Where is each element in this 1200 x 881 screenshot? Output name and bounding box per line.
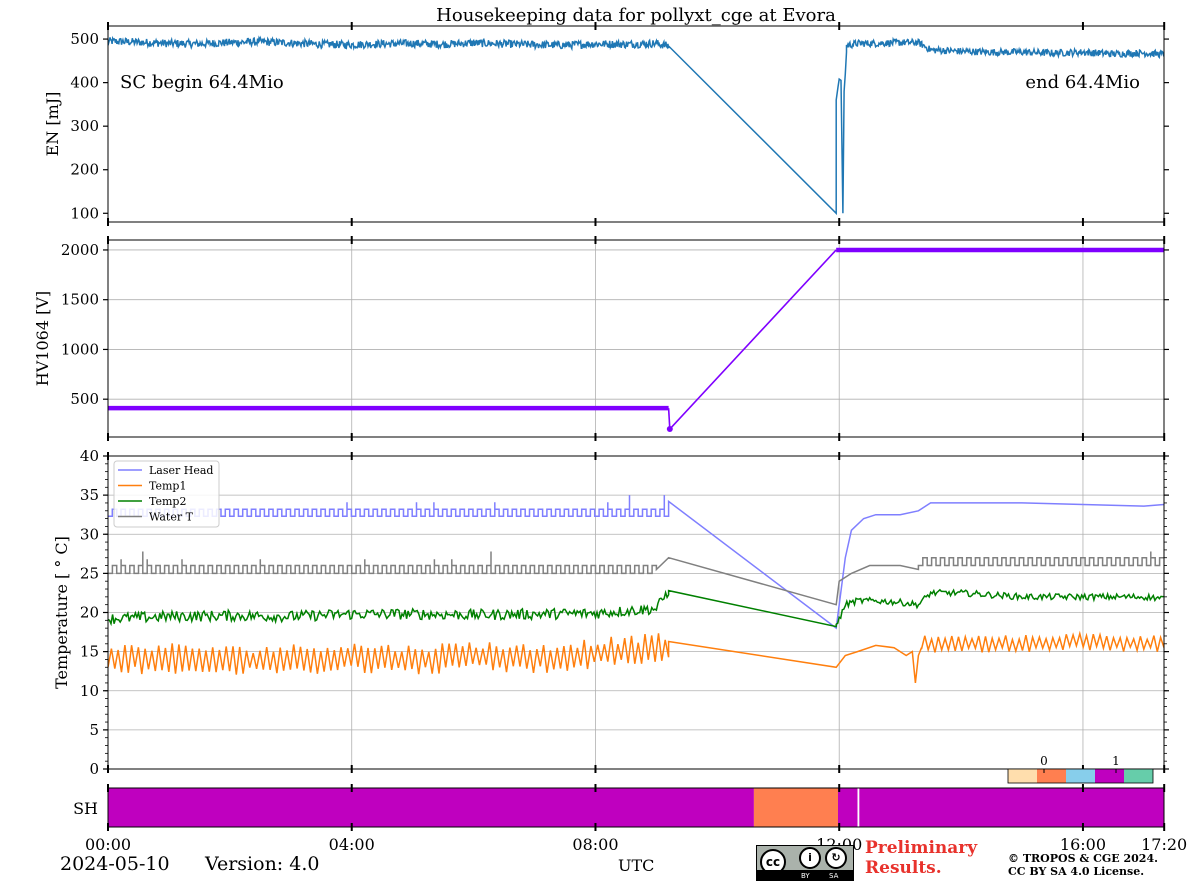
sh-block-magenta xyxy=(859,788,1164,827)
colorbar-tick-label: 1 xyxy=(1112,754,1120,768)
temp-series-water-t xyxy=(108,551,1164,606)
colorbar-tick-label: 0 xyxy=(1040,754,1048,768)
temp-series-temp1 xyxy=(108,630,1164,683)
legend-label: Temp1 xyxy=(149,480,186,493)
y-tick-label: 35 xyxy=(80,486,99,504)
x-tick-label: 16:00 xyxy=(1060,835,1106,854)
y-axis-label: HV1064 [V] xyxy=(33,291,52,386)
colorbar-segment xyxy=(1095,769,1124,783)
axes-frame xyxy=(107,787,1165,828)
cc-sa-icon: ↻ xyxy=(825,847,847,869)
y-tick-label: 0 xyxy=(89,760,99,778)
y-axis-label: Temperature [ ° C] xyxy=(52,536,71,689)
y-tick-label: 1000 xyxy=(61,340,99,358)
y-tick-label: 500 xyxy=(70,30,99,48)
y-tick-label: 25 xyxy=(80,564,99,582)
hv-series-line xyxy=(667,408,671,430)
axes-frame xyxy=(107,239,1165,438)
temperature-legend: Laser Head Temp1 Temp2 Water T xyxy=(113,460,220,528)
sh-block-orange xyxy=(753,788,838,827)
colorbar-segment xyxy=(1037,769,1066,783)
sh-block-white xyxy=(857,788,860,827)
legend-label: Laser Head xyxy=(149,464,213,477)
cc-badge-footer xyxy=(757,870,853,880)
hv-series-line xyxy=(669,249,837,430)
x-axis-label: UTC xyxy=(618,856,655,875)
footer-date: 2024-05-10 xyxy=(60,853,170,875)
preliminary-results-note: Preliminary Results. xyxy=(865,838,978,878)
sh-block-magenta xyxy=(837,788,858,827)
y-axis-label: EN [mJ] xyxy=(43,92,62,157)
copyright-line-1: © TROPOS & CGE 2024. xyxy=(1008,852,1158,865)
y-tick-label: 20 xyxy=(80,604,99,622)
chart-title: Housekeeping data for pollyxt_cge at Evo… xyxy=(436,5,836,26)
y-tick-label: 300 xyxy=(70,117,99,135)
colorbar-segment xyxy=(1066,769,1095,783)
y-tick-label: 200 xyxy=(70,161,99,179)
energy-panel: SC begin 64.4Mio end 64.4Mio 100 200 300 400 5… xyxy=(43,22,1169,226)
y-tick-label: 30 xyxy=(80,525,99,543)
y-tick-label: 1500 xyxy=(61,291,99,309)
temp-series-temp2 xyxy=(108,588,1164,628)
copyright-line-2: CC BY SA 4.0 License. xyxy=(1008,865,1145,878)
x-tick-label: 00:00 xyxy=(85,835,131,854)
legend-label: Water T xyxy=(149,511,194,524)
y-tick-label: 15 xyxy=(80,643,99,661)
hv-panel: 500 1000 1500 2000 HV1064 [V] xyxy=(33,236,1169,441)
colorbar-segment xyxy=(1008,769,1037,783)
axes-frame xyxy=(107,25,1165,223)
x-tick-label: 08:00 xyxy=(572,835,618,854)
y-tick-label: 10 xyxy=(80,682,99,700)
x-tick-label: 17:20 xyxy=(1141,835,1187,854)
y-tick-label: 40 xyxy=(80,447,99,465)
legend-box xyxy=(113,460,220,528)
y-tick-label: 400 xyxy=(70,74,99,92)
copyright-notice: © TROPOS & CGE 2024. CC BY SA 4.0 Licens… xyxy=(1008,852,1158,878)
x-tick-label: 04:00 xyxy=(329,835,375,854)
cc-by-label: BY xyxy=(801,872,810,880)
sh-axis-label: SH xyxy=(73,799,98,818)
sh-block-magenta xyxy=(108,788,754,827)
sc-begin-annotation: SC begin 64.4Mio xyxy=(120,72,284,93)
colorbar-frame xyxy=(1007,768,1154,784)
cc-license-badge[interactable]: cc i ↻ BY SA xyxy=(756,845,854,881)
y-tick-label: 5 xyxy=(89,721,99,739)
energy-series-line xyxy=(108,35,1164,216)
colorbar-segment xyxy=(1124,769,1153,783)
hv-min-point xyxy=(666,426,673,433)
y-tick-label: 100 xyxy=(70,204,99,222)
cc-sa-label: SA xyxy=(829,872,839,880)
y-tick-label: 2000 xyxy=(61,241,99,259)
sc-end-annotation: end 64.4Mio xyxy=(1025,72,1140,93)
footer-version: Version: 4.0 xyxy=(205,853,320,875)
cc-by-icon: i xyxy=(799,847,821,869)
legend-label: Temp2 xyxy=(149,495,186,508)
y-tick-label: 500 xyxy=(70,390,99,408)
